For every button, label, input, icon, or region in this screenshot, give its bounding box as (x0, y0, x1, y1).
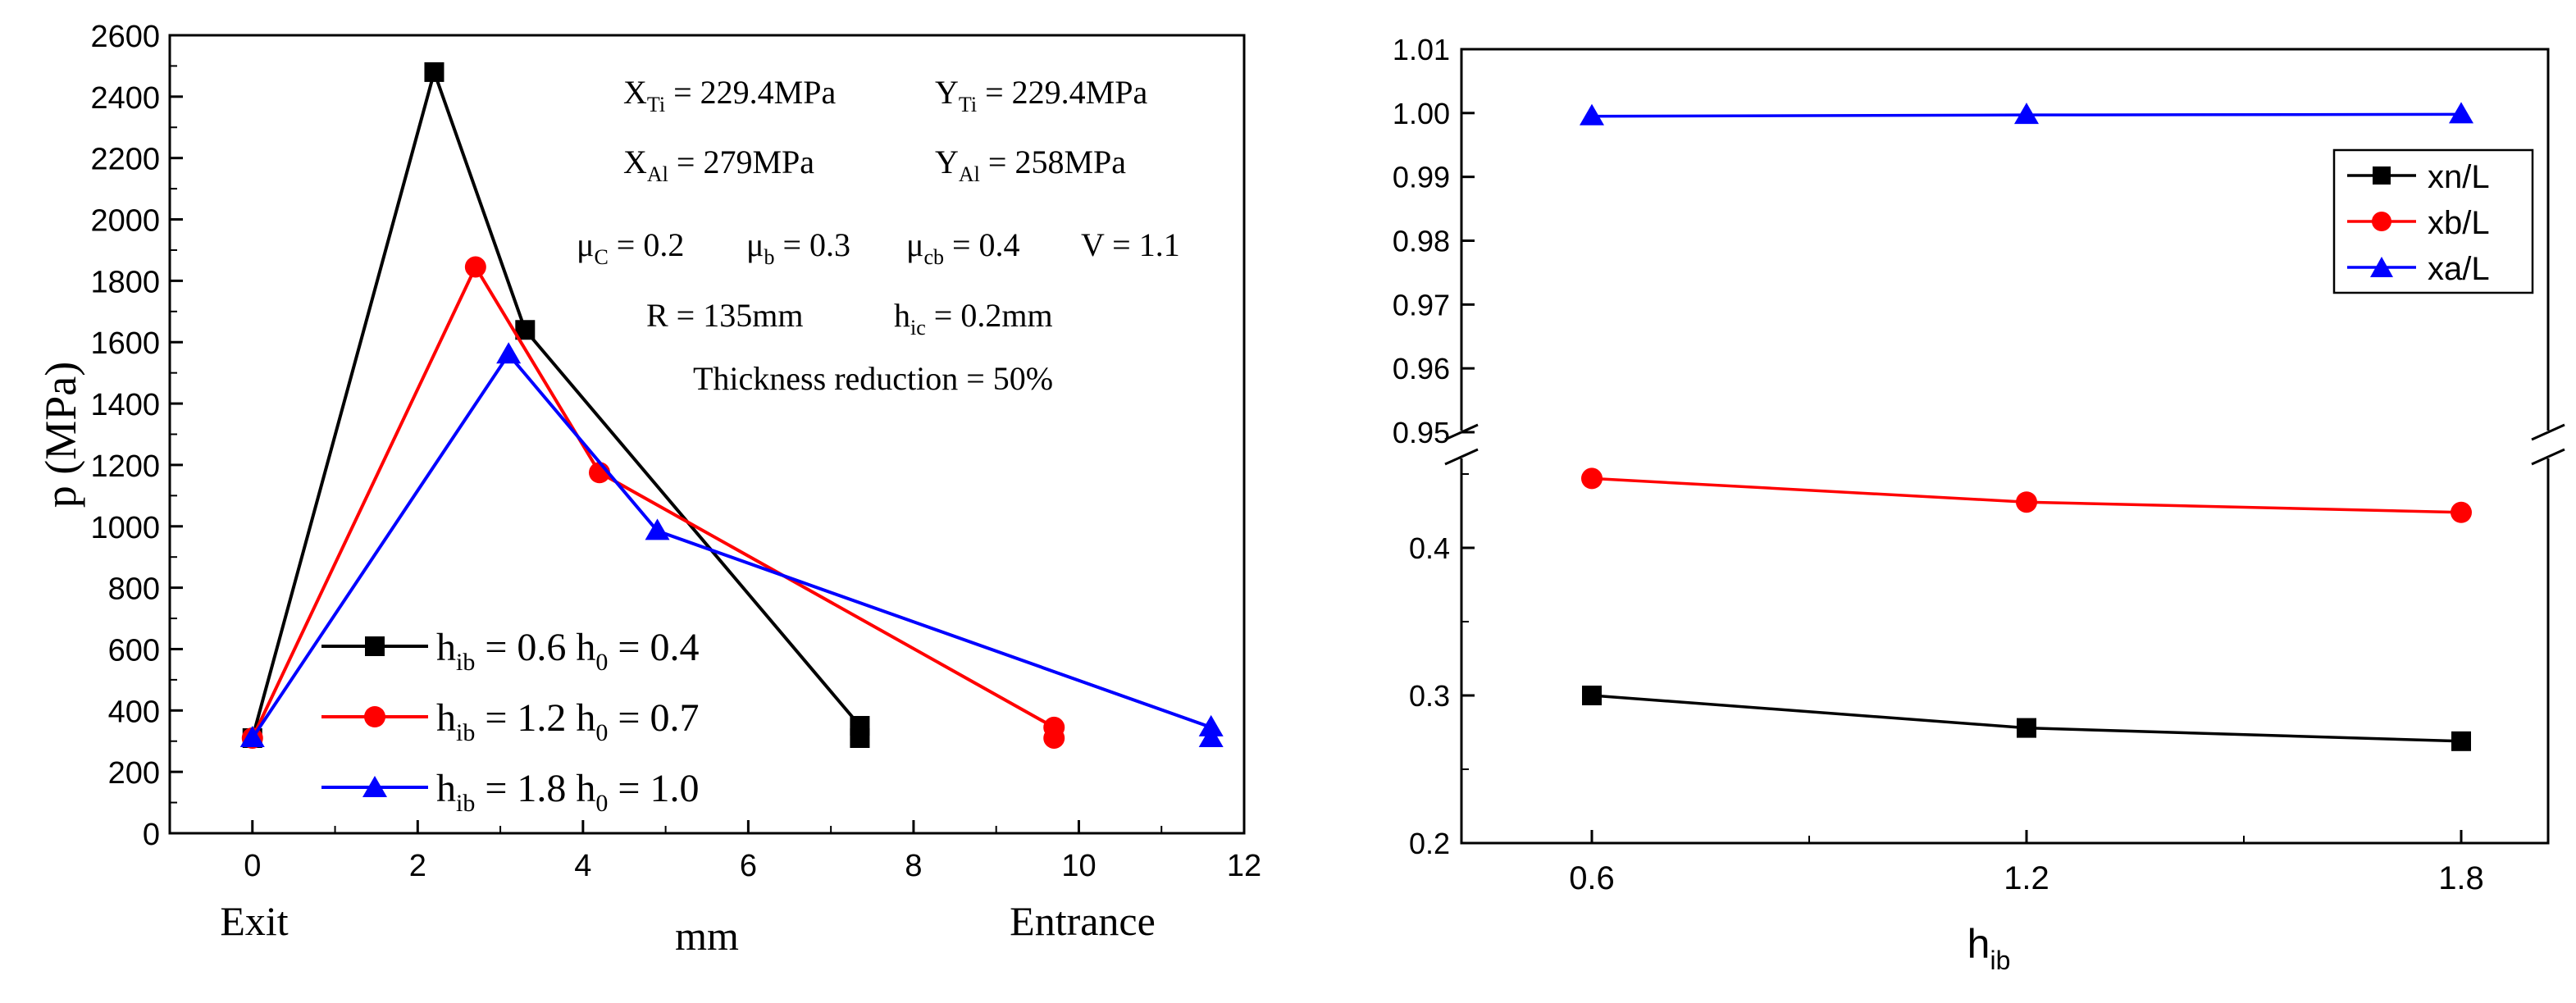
legend-label-series-3: hib = 1.8 h0 = 1.0 (436, 767, 700, 817)
left-x-axis: 0 2 4 6 8 10 12 (169, 820, 1261, 883)
left-y-axis-label: p (MPa) (36, 362, 85, 508)
left-x-tick-label: 12 (1227, 849, 1261, 883)
annotation-y-al: YAl = 258MPa (935, 144, 1126, 186)
left-x-tick-label: 10 (1061, 849, 1096, 883)
left-data-point (424, 62, 445, 82)
axis-break-marks (1444, 423, 2565, 466)
right-data-point (2451, 731, 2471, 751)
right-data-point (2017, 718, 2036, 738)
right-data-point (2449, 102, 2473, 124)
legend-item-xn: xn/L (2347, 159, 2490, 195)
left-data-point (850, 727, 870, 748)
left-x-tick-label: 4 (574, 849, 591, 883)
left-y-axis: 0 200 400 600 800 1000 1200 1400 1600 1800 2000 220… (90, 20, 183, 852)
right-y-tick-label: 0.98 (1393, 225, 1450, 258)
annotation-v: V = 1.1 (1081, 226, 1180, 263)
annotation-mu-cb: μcb = 0.4 (906, 226, 1020, 269)
legend-item-series-1: hib = 0.6 h0 = 0.4 (321, 626, 700, 676)
right-y-tick-label: 0.99 (1393, 161, 1450, 194)
right-x-tick-label: 1.8 (2438, 860, 2484, 896)
left-data-point (645, 518, 670, 540)
annotation-x-ti: XTi = 229.4MPa (623, 74, 836, 116)
left-series-line-2 (250, 263, 1055, 739)
entrance-label: Entrance (1010, 898, 1156, 944)
left-data-point (1198, 725, 1224, 747)
annotation-block: XTi = 229.4MPa YTi = 229.4MPa XAl = 279M… (577, 74, 1180, 397)
right-data-point (1581, 467, 1603, 490)
left-y-tick-label: 400 (108, 695, 160, 729)
left-x-tick-label: 0 (244, 849, 261, 883)
legend-label-xb: xb/L (2428, 205, 2490, 241)
left-y-tick-label: 2000 (90, 204, 160, 239)
pressure-chart: 0 200 400 600 800 1000 1200 1400 1600 1800 2000 220… (36, 20, 1261, 959)
left-y-tick-label: 2600 (90, 20, 160, 54)
legend-item-series-3: hib = 1.8 h0 = 1.0 (321, 767, 700, 817)
annotation-x-al: XAl = 279MPa (623, 144, 814, 186)
right-x-axis: 0.6 1.2 1.8 (1569, 830, 2484, 896)
right-y-tick-label: 0.2 (1409, 827, 1450, 860)
right-data-point (1580, 103, 1604, 125)
left-x-tick-label: 6 (740, 849, 757, 883)
right-data-point (2014, 103, 2039, 125)
right-series-group (1580, 102, 2473, 751)
right-data-point (2016, 491, 2037, 513)
right-y-tick-label: 0.95 (1393, 416, 1450, 449)
left-y-tick-label: 1400 (90, 388, 160, 422)
right-x-axis-label: hib (1967, 921, 2011, 975)
right-y-tick-label: 1.00 (1393, 97, 1450, 130)
left-data-point (1198, 714, 1224, 736)
right-y-tick-label: 0.97 (1393, 288, 1450, 321)
left-series-group (239, 62, 1224, 749)
annotation-h-ic: hic = 0.2mm (894, 297, 1053, 340)
annotation-r: R = 135mm (646, 297, 803, 334)
left-y-tick-label: 1000 (90, 511, 160, 545)
left-y-tick-label: 2200 (90, 143, 160, 177)
legend-label-xn: xn/L (2428, 159, 2490, 195)
legend-label-xa: xa/L (2428, 251, 2490, 287)
right-y-tick-label: 0.96 (1393, 352, 1450, 385)
left-data-point (1043, 727, 1065, 749)
left-legend: hib = 0.6 h0 = 0.4 hib = 1.2 h0 = 0.7 hi… (321, 626, 700, 817)
left-x-tick-label: 8 (905, 849, 922, 883)
legend-item-xb: xb/L (2347, 205, 2490, 241)
legend-label-series-2: hib = 1.2 h0 = 0.7 (436, 696, 700, 746)
left-y-tick-label: 800 (108, 572, 160, 607)
right-y-tick-label: 0.4 (1409, 531, 1450, 565)
annotation-y-ti: YTi = 229.4MPa (935, 74, 1147, 116)
left-y-tick-label: 2400 (90, 81, 160, 116)
left-x-tick-label: 2 (409, 849, 426, 883)
right-y-axis: 0.95 0.96 0.97 0.98 0.99 1.00 1.01 0.2 0.3 0.4 (1393, 33, 1475, 860)
left-data-point (464, 256, 486, 278)
right-data-point (1582, 686, 1602, 705)
exit-label: Exit (220, 898, 288, 944)
ratio-chart: 0.95 0.96 0.97 0.98 0.99 1.00 1.01 0.2 0.3 0.4 0.… (1393, 33, 2565, 975)
left-series-line-3 (251, 351, 1212, 740)
right-y-tick-label: 0.3 (1409, 679, 1450, 713)
left-series-line-1 (250, 66, 861, 739)
legend-item-xa: xa/L (2347, 251, 2490, 287)
annotation-mu-c: μC = 0.2 (577, 226, 684, 269)
annotation-mu-b: μb = 0.3 (746, 226, 850, 269)
right-x-tick-label: 0.6 (1569, 860, 1615, 896)
left-y-tick-label: 0 (143, 818, 160, 852)
left-y-tick-label: 1600 (90, 326, 160, 361)
legend-item-series-2: hib = 1.2 h0 = 0.7 (321, 696, 700, 746)
left-y-tick-label: 600 (108, 633, 160, 668)
left-data-point (496, 342, 522, 364)
left-x-axis-label: mm (675, 913, 739, 959)
annotation-thickness: Thickness reduction = 50% (693, 360, 1053, 397)
left-data-point (239, 725, 265, 747)
right-legend: xn/L xb/L xa/L (2332, 148, 2534, 294)
left-y-tick-label: 1200 (90, 449, 160, 484)
right-y-tick-label: 1.01 (1393, 33, 1450, 66)
right-data-point (2451, 501, 2472, 523)
left-y-tick-label: 200 (108, 756, 160, 791)
legend-label-series-1: hib = 0.6 h0 = 0.4 (436, 626, 700, 676)
left-y-tick-label: 1800 (90, 265, 160, 299)
right-x-tick-label: 1.2 (2004, 860, 2049, 896)
